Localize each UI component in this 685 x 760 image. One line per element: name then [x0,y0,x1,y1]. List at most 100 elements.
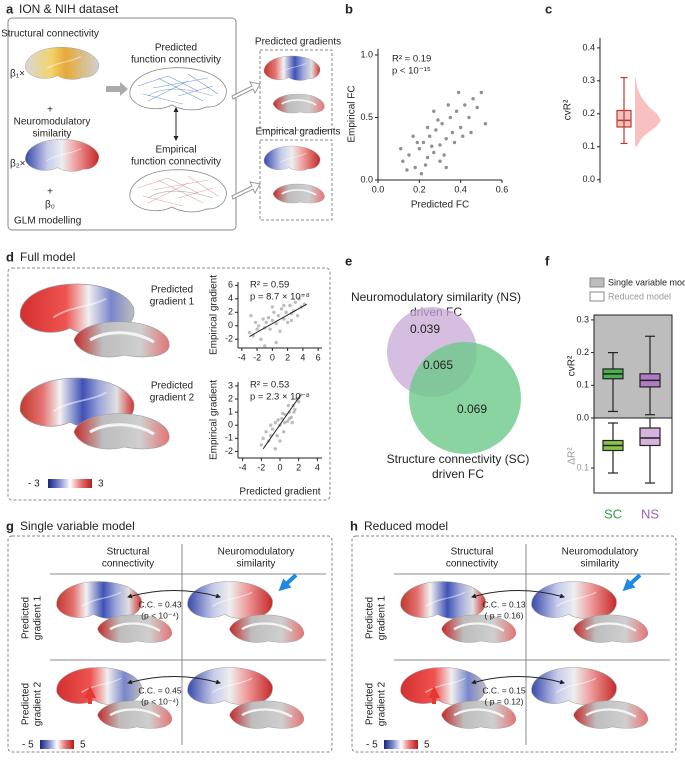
y-tick-label: -2 [225,334,233,344]
point [284,310,288,315]
legend-label: Reduced model [608,291,671,301]
point [434,128,438,132]
brain-sulcus [453,708,505,718]
x-tick-label: -2 [257,462,265,472]
brain-medial [441,614,516,643]
brain [229,700,304,729]
x-axis-label: Predicted gradient [239,487,320,498]
point [475,105,479,110]
brain [229,614,304,643]
point [436,118,440,122]
brain [263,145,321,171]
label: gradient 2 [33,681,44,726]
annotation: p = 2.3 × 10⁻⁸ [250,392,310,403]
y-tick-label: 0.1 [582,141,595,151]
x-tick-label: -2 [253,352,261,362]
brain-medial [73,321,170,358]
venn-value: 0.069 [457,402,487,416]
label: (p < 10⁻⁴) [141,696,179,706]
point [444,165,448,170]
x-tick-label: -4 [238,352,246,362]
point [432,150,436,155]
label: Predicted [151,285,193,296]
point [282,430,286,434]
point [285,419,290,424]
brain-sulcus [281,189,317,196]
network-edge [152,179,209,191]
colorbar-label: - 5 [366,740,378,751]
x-axis-label: Predicted FC [411,200,469,211]
colorbar [384,740,418,749]
panel-frame [7,17,237,231]
brain-sulcus [212,591,253,607]
label: Neuromodulatory [14,117,91,128]
point [290,420,294,425]
brain-medial [97,700,172,729]
legend-swatch [589,277,605,288]
label: gradient 2 [150,393,195,404]
arrow [231,181,261,200]
plot-frame [593,417,673,494]
label: Predicted [151,381,193,392]
point [264,320,268,325]
network-edge [147,182,189,204]
y-tick-label: 0 [228,420,233,430]
network-edge [187,73,219,95]
point [285,320,290,325]
label: Neuromodulatory [218,547,295,558]
point [270,305,275,309]
point [483,122,488,126]
x-tick-label: -4 [239,462,247,472]
label: Structural connectivity [1,29,99,40]
x-tick-label: 0 [277,462,282,472]
x-tick-label: 4 [315,462,320,472]
brain-lateral [187,581,273,619]
label: function connectivity [131,157,221,168]
label: Neuromodulatory similarity (NS) [351,290,521,304]
brain-sulcus [81,591,122,607]
label: Predicted [365,683,376,725]
brain [73,413,170,450]
brain-sulcus [280,152,307,163]
y-tick-label: 0.0 [360,174,373,184]
point [288,303,292,308]
label: similarity [33,129,72,140]
brain-lateral [187,667,273,705]
label: Structural [451,547,494,558]
point [261,436,265,441]
brain-outline [147,88,214,97]
point [268,423,273,427]
y-axis-label: Empirical gradient [209,275,220,355]
point [452,140,457,145]
label: Predicted [21,683,32,725]
point [274,322,278,326]
point [421,140,426,145]
label: + [47,105,53,116]
point [440,122,444,126]
point [281,411,285,416]
arrow [471,590,565,599]
label: Predicted [365,597,376,639]
arrow [278,573,298,592]
point [301,293,305,298]
point [438,159,442,163]
point [278,439,282,443]
point [296,399,301,404]
point [249,313,253,318]
annotation: R² = 0.59 [250,280,289,291]
point [297,297,301,301]
brain-medial [441,700,516,729]
brain [272,93,325,114]
point [282,303,286,308]
brain-sulcus [46,148,82,162]
point [425,155,430,160]
x-tick-label: 0.6 [496,184,509,194]
x-tick-label: 2 [296,462,301,472]
brain-sulcus [281,99,317,106]
brain-sulcus [585,622,637,632]
point [442,153,446,157]
panel-letter: e [345,253,352,268]
point [261,317,265,321]
point [399,147,403,151]
x-tick-label: 6 [316,352,321,362]
